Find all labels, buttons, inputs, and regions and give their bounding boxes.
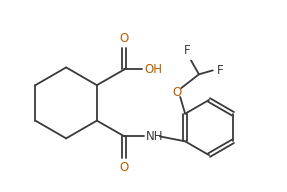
Text: O: O [120, 32, 129, 45]
Text: O: O [173, 86, 182, 98]
Text: OH: OH [144, 63, 162, 76]
Text: F: F [184, 44, 190, 57]
Text: F: F [217, 64, 223, 77]
Text: O: O [120, 161, 129, 174]
Text: NH: NH [146, 130, 164, 143]
